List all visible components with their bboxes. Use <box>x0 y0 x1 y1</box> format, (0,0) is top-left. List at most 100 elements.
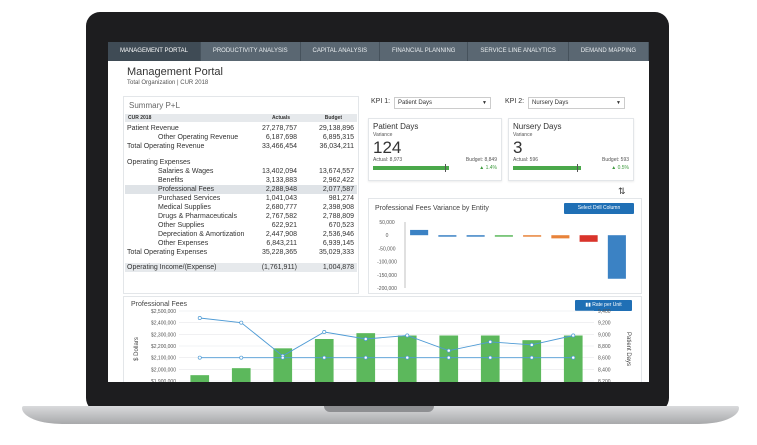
pl-row-budget: 36,034,211 <box>319 143 354 150</box>
pl-row-budget: 1,004,878 <box>322 264 354 271</box>
variance-bar[interactable] <box>579 235 598 242</box>
fees-line-point[interactable] <box>488 355 493 360</box>
pl-row[interactable]: Total Operating Expenses 35,228,365 35,029… <box>125 248 357 257</box>
column-header-period: CUR 2018 <box>128 115 152 121</box>
fees-line-point[interactable] <box>571 333 576 338</box>
tab-2[interactable]: CAPITAL ANALYSIS <box>301 42 381 61</box>
fees-line-point[interactable] <box>405 355 410 360</box>
fees-line-point[interactable] <box>197 316 202 320</box>
chevron-down-icon: ▼ <box>482 100 487 106</box>
kpi2-card[interactable]: Nursery Days Variance 3 Actual: 596 Budg… <box>508 118 634 181</box>
pl-row-budget: 6,895,315 <box>322 134 354 141</box>
fees-line-point[interactable] <box>446 348 451 353</box>
pl-row[interactable]: Operating Income/(Expense) (1,761,911) 1,0… <box>125 263 357 272</box>
pl-row[interactable]: Purchased Services 1,041,043 981,274 <box>125 194 357 203</box>
variance-bar[interactable] <box>438 235 457 237</box>
kpi1-select[interactable]: Patient Days ▼ <box>394 97 491 109</box>
fees-line-point[interactable] <box>363 355 368 360</box>
sort-icon[interactable]: ⇅ <box>618 186 626 196</box>
page-subtitle: Total Organization | CUR 2018 <box>127 80 209 86</box>
pl-row[interactable]: Patient Revenue 27,278,757 29,138,896 <box>125 124 357 133</box>
variance-chart: 50,000 0 -50,000 -100,000 -150,000 -200,000 <box>377 220 626 292</box>
pl-row[interactable]: Salaries & Wages 13,402,094 13,674,557 <box>125 167 357 176</box>
variance-bar[interactable] <box>607 235 626 279</box>
pl-row-budget: 2,398,908 <box>322 204 354 211</box>
fees-line-point[interactable] <box>363 337 368 341</box>
kpi1-card-budget: Budget: 8,849 <box>465 157 497 163</box>
tab-3[interactable]: FINANCIAL PLANNING <box>380 42 469 61</box>
pl-row[interactable]: Drugs & Pharmaceuticals 2,767,582 2,788,80… <box>125 212 357 221</box>
pl-row-label: Operating Expenses <box>127 159 191 166</box>
variance-bar[interactable] <box>551 235 570 239</box>
variance-bar[interactable] <box>523 235 542 237</box>
kpi2-card-subtitle: Variance <box>513 132 533 138</box>
pl-row[interactable]: Depreciation & Amortization 2,447,908 2,53… <box>125 230 357 239</box>
pl-row[interactable]: Professional Fees 2,288,948 2,077,587 <box>125 185 357 194</box>
fees-bar[interactable] <box>273 348 293 382</box>
pl-row-label: Operating Income/(Expense) <box>127 264 217 271</box>
variance-y-tick: -50,000 <box>379 246 396 252</box>
kpi1-label: KPI 1: <box>371 98 391 105</box>
rate-per-unit-button[interactable]: ▮▮ Rate per Unit <box>575 300 632 311</box>
variance-bar[interactable] <box>494 235 513 237</box>
fees-y-tick: $2,300,000 <box>151 332 176 338</box>
kpi1-card-title: Patient Days <box>373 122 419 131</box>
fees-line-point[interactable] <box>239 320 244 325</box>
pl-row-label: Purchased Services <box>158 195 221 202</box>
chevron-down-icon: ▼ <box>616 100 621 106</box>
variance-bar[interactable] <box>410 229 429 236</box>
fees-y2-tick: 8,800 <box>598 344 611 350</box>
fees-bar[interactable] <box>231 368 251 382</box>
pl-row[interactable]: Operating Expenses <box>125 158 357 167</box>
tab-4[interactable]: SERVICE LINE ANALYTICS <box>468 42 569 61</box>
variance-bar[interactable] <box>466 235 485 237</box>
fees-bar[interactable] <box>522 340 542 382</box>
fees-bar[interactable] <box>190 375 210 382</box>
fees-line-point[interactable] <box>405 333 410 338</box>
kpi2-delta-value: 0.5% <box>617 165 629 171</box>
variance-title: Professional Fees Variance by Entity <box>375 205 489 212</box>
fees-line-point[interactable] <box>529 355 534 360</box>
fees-line-point[interactable] <box>488 339 493 344</box>
fees-line-point[interactable] <box>322 355 327 360</box>
kpi1-card[interactable]: Patient Days Variance 124 Actual: 8,973 … <box>368 118 502 181</box>
pl-row-label: Patient Revenue <box>127 125 179 132</box>
kpi2-label: KPI 2: <box>505 98 525 105</box>
fees-line-point[interactable] <box>529 342 534 347</box>
fees-line-point[interactable] <box>280 355 285 360</box>
tab-1[interactable]: PRODUCTIVITY ANALYSIS <box>201 42 301 61</box>
fees-line-point[interactable] <box>322 330 327 334</box>
pl-row[interactable]: Other Supplies 622,921 670,523 <box>125 221 357 230</box>
fees-line-point[interactable] <box>239 355 244 360</box>
kpi2-select[interactable]: Nursery Days ▼ <box>528 97 625 109</box>
app-screen: MANAGEMENT PORTAL PRODUCTIVITY ANALYSIS CA… <box>108 42 649 382</box>
tab-5[interactable]: DEMAND MAPPING <box>569 42 649 61</box>
pl-row[interactable]: Other Expenses 6,843,211 6,939,145 <box>125 239 357 248</box>
pl-row-label: Professional Fees <box>158 186 215 193</box>
fees-line-point[interactable] <box>197 355 202 360</box>
pl-row[interactable]: Total Operating Revenue 33,466,454 36,034,… <box>125 142 357 151</box>
fees-y-tick: $1,900,000 <box>151 379 176 382</box>
kpi1-progress-fill <box>373 166 449 170</box>
pl-row-actual: 1,041,043 <box>265 195 297 202</box>
fees-line-point[interactable] <box>571 355 576 360</box>
kpi1-card-subtitle: Variance <box>373 132 393 138</box>
fees-bar[interactable] <box>314 339 334 382</box>
pl-row-actual: 2,288,948 <box>265 186 297 193</box>
pl-row-budget: 6,939,145 <box>322 240 354 247</box>
laptop-notch <box>324 406 434 412</box>
pl-row[interactable]: Benefits 3,133,883 2,962,422 <box>125 176 357 185</box>
fees-y2-tick: 8,400 <box>598 367 611 373</box>
kpi1-delta-value: 1.4% <box>485 165 497 171</box>
pl-row[interactable]: Medical Supplies 2,680,777 2,398,908 <box>125 203 357 212</box>
variance-y-tick: -100,000 <box>377 260 397 266</box>
fees-y-tick: $2,400,000 <box>151 321 176 327</box>
page-title: Management Portal <box>127 66 223 78</box>
pl-row[interactable]: Other Operating Revenue 6,187,698 6,895,31… <box>125 133 357 142</box>
arrow-up-icon: ▲ <box>611 165 617 171</box>
pl-row-budget: 29,138,896 <box>318 125 354 132</box>
fees-line-point[interactable] <box>446 355 451 360</box>
tab-0[interactable]: MANAGEMENT PORTAL <box>108 42 201 61</box>
select-drill-column-button[interactable]: Select Drill Column <box>564 203 634 214</box>
pl-row-budget: 2,962,422 <box>322 177 354 184</box>
